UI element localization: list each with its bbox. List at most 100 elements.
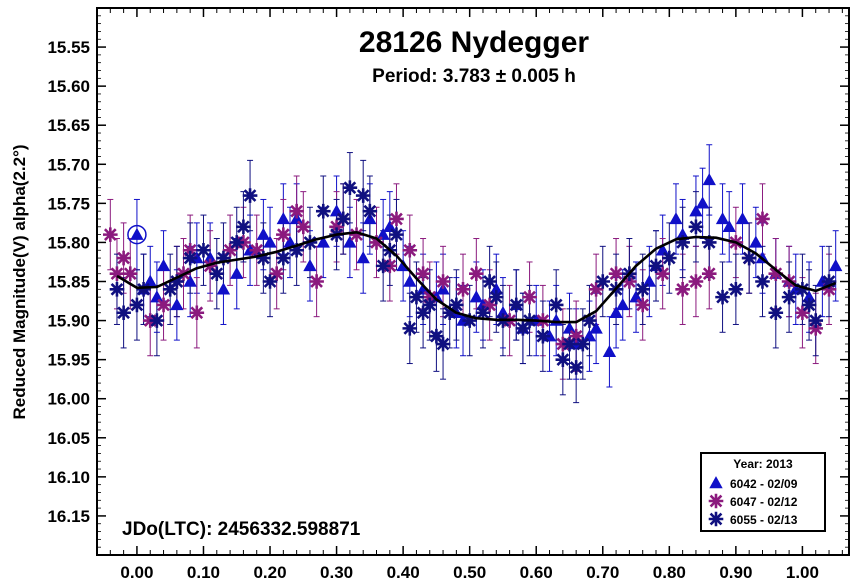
data-point-asterisk (256, 250, 271, 266)
legend-entry-label: 6047 - 02/12 (730, 495, 798, 509)
data-point-triangle (695, 196, 710, 209)
data-point-asterisk (821, 282, 837, 297)
data-point-triangle (143, 274, 157, 287)
data-point-asterisk (309, 274, 324, 289)
data-point-asterisk (276, 250, 291, 266)
data-point-asterisk (755, 274, 770, 289)
data-point-triangle (702, 173, 716, 186)
data-point-asterisk (801, 297, 817, 313)
data-point-triangle (263, 235, 277, 248)
data-point-asterisk (122, 266, 138, 281)
data-point-triangle (383, 219, 397, 233)
data-point-triangle (156, 259, 171, 272)
x-tick-label: 0.70 (586, 563, 619, 582)
legend: Year: 2013 6042 - 02/09 6047 - 02/12 6055 … (700, 452, 826, 532)
data-point-triangle (655, 243, 670, 256)
data-point-triangle (343, 235, 357, 248)
data-point-asterisk (182, 242, 198, 258)
reference-point-circle (127, 224, 147, 245)
data-point-asterisk (655, 266, 670, 281)
data-point-asterisk (462, 313, 477, 328)
data-point-asterisk (595, 274, 611, 289)
data-point-triangle (183, 274, 197, 287)
data-point-asterisk (755, 211, 770, 227)
chart-title: 28126 Nydegger (359, 26, 589, 59)
data-point-asterisk (821, 274, 837, 289)
data-point-triangle (403, 274, 417, 287)
data-point-asterisk (488, 289, 504, 305)
data-point-asterisk (242, 188, 258, 203)
legend-marker-asterisk (708, 511, 724, 527)
data-point-asterisk (189, 305, 205, 321)
legend-title: Year: 2013 (733, 457, 793, 471)
data-point-asterisk (116, 305, 131, 321)
y-tick-label: 16.15 (47, 507, 90, 526)
data-point-asterisk (216, 250, 231, 266)
data-point-asterisk (575, 336, 591, 352)
data-point-asterisk (129, 297, 145, 313)
y-tick-label: 15.70 (47, 155, 90, 174)
x-tick-label: 0.90 (719, 563, 752, 582)
data-point-asterisk (442, 305, 458, 321)
data-point-triangle (469, 290, 484, 303)
data-point-asterisk (415, 266, 431, 281)
data-point-asterisk (548, 297, 564, 313)
data-point-asterisk (375, 258, 391, 274)
data-point-asterisk (522, 289, 537, 305)
data-point-asterisk (648, 258, 664, 274)
y-tick-label: 15.60 (47, 77, 90, 96)
data-point-asterisk (562, 336, 577, 352)
data-point-asterisk (795, 305, 810, 321)
data-point-asterisk (169, 274, 185, 289)
data-point-asterisk (109, 282, 125, 297)
data-point-triangle (170, 298, 184, 311)
x-tick-label: 0.40 (387, 563, 420, 582)
data-point-asterisk (475, 305, 491, 321)
data-point-triangle (749, 235, 763, 248)
x-tick-label: 0.50 (453, 563, 486, 582)
data-point-asterisk (741, 250, 757, 266)
y-axis-label: Reduced Magnitude(V) alpha(2.2°) (10, 144, 29, 419)
x-tick-label: 0.10 (187, 563, 220, 582)
x-tick-label: 0.20 (253, 563, 286, 582)
legend-entry-label: 6042 - 02/09 (730, 477, 798, 491)
data-point-asterisk (269, 266, 284, 281)
data-point-asterisk (701, 235, 717, 250)
data-point-asterisk (349, 227, 364, 242)
data-point-asterisk (229, 235, 245, 250)
data-point-asterisk (435, 274, 451, 289)
data-point-asterisk (335, 211, 351, 227)
data-point-asterisk (781, 289, 797, 305)
data-point-asterisk (768, 266, 784, 281)
data-point-asterisk (808, 321, 824, 336)
data-point-triangle (722, 219, 736, 233)
fit-curve (116, 231, 837, 324)
y-tick-label: 15.55 (47, 38, 90, 57)
data-point-asterisk (568, 328, 584, 344)
data-point-asterisk (608, 266, 624, 281)
data-point-triangle (356, 251, 370, 264)
data-point-asterisk (276, 227, 291, 242)
data-point-triangle (589, 321, 603, 334)
data-point-asterisk (355, 188, 371, 203)
data-point-asterisk (109, 266, 125, 281)
data-point-asterisk (449, 297, 464, 313)
data-point-triangle (376, 227, 390, 240)
jd-annotation: JDo(LTC): 2456332.598871 (122, 519, 361, 540)
data-point-asterisk (389, 227, 404, 242)
data-point-triangle (276, 212, 291, 225)
legend-box (700, 452, 826, 532)
y-tick-label: 15.95 (47, 351, 90, 370)
data-point-asterisk (795, 282, 810, 297)
y-tick-label: 16.10 (47, 468, 90, 487)
data-point-asterisk (429, 328, 444, 344)
data-point-triangle (256, 227, 271, 240)
data-point-asterisk (402, 321, 418, 336)
data-point-asterisk (635, 282, 650, 297)
data-point-asterisk (422, 297, 438, 313)
data-point-asterisk (342, 180, 358, 196)
data-point-asterisk (535, 328, 551, 344)
data-point-asterisk (555, 352, 571, 367)
data-point-asterisk (103, 227, 118, 242)
data-point-asterisk (236, 219, 251, 235)
